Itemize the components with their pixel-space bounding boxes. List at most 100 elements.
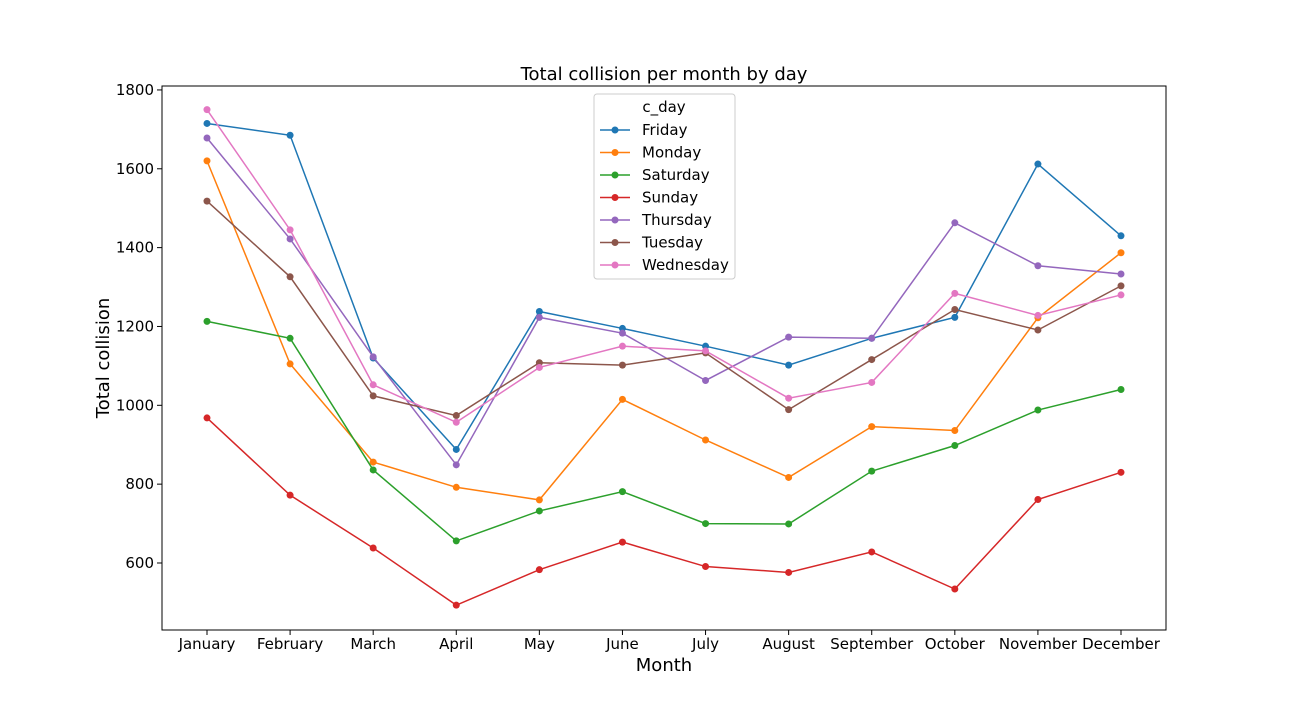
series-saturday (203, 317, 1125, 545)
data-point-sunday (452, 601, 460, 609)
data-point-sunday (702, 563, 710, 571)
y-axis: 600 800 1000 1200 1400 1600 1800 (116, 81, 162, 572)
data-point-monday (1117, 249, 1125, 257)
data-point-tuesday (1034, 326, 1042, 334)
x-tick-label: November (999, 635, 1078, 653)
legend-title: c_day (642, 98, 685, 117)
legend-label-monday: Monday (642, 144, 701, 162)
series-line-tuesday (206, 200, 1122, 417)
data-point-sunday (286, 491, 294, 499)
data-point-thursday (1117, 270, 1125, 278)
legend-marker-friday (611, 126, 619, 134)
y-tick-label: 600 (125, 554, 154, 572)
x-tick-label: August (762, 635, 815, 653)
legend-items: Friday Monday Saturday Sunday Thursday Tuesda… (600, 121, 729, 274)
series-friday (203, 119, 1125, 453)
y-tick-label: 800 (125, 475, 154, 493)
y-tick-label: 1600 (116, 160, 154, 178)
data-point-sunday (785, 568, 793, 576)
legend-marker-saturday (611, 171, 619, 179)
data-point-saturday (452, 537, 460, 545)
data-point-wednesday (369, 381, 377, 389)
data-point-sunday (618, 538, 626, 546)
data-point-wednesday (286, 226, 294, 234)
x-tick-label: June (605, 635, 639, 653)
data-point-saturday (203, 317, 211, 325)
data-point-wednesday (535, 363, 543, 371)
series-line-wednesday (206, 109, 1122, 424)
data-point-monday (203, 157, 211, 165)
data-point-thursday (286, 235, 294, 243)
series-line-saturday (206, 320, 1122, 542)
legend-item-wednesday: Wednesday (600, 256, 729, 274)
legend-box (593, 93, 736, 280)
series-line-sunday (206, 417, 1122, 607)
plot-area-frame (161, 85, 1167, 631)
data-point-friday (785, 361, 793, 369)
data-point-saturday (785, 520, 793, 528)
data-point-tuesday (452, 412, 460, 420)
x-tick-label: February (257, 635, 324, 653)
data-point-sunday (203, 414, 211, 422)
x-axis-label: Month (636, 655, 692, 676)
y-tick-label: 1000 (116, 396, 154, 414)
data-point-thursday (785, 333, 793, 341)
data-point-wednesday (868, 378, 876, 386)
data-point-tuesday (203, 197, 211, 205)
data-point-saturday (286, 334, 294, 342)
x-tick-label: December (1082, 635, 1161, 653)
data-point-tuesday (785, 406, 793, 414)
data-point-sunday (868, 548, 876, 556)
data-point-sunday (1034, 496, 1042, 504)
data-point-monday (868, 423, 876, 431)
legend-item-saturday: Saturday (600, 166, 710, 184)
y-axis-label: Total collision (93, 298, 114, 419)
legend-label-sunday: Sunday (642, 189, 698, 207)
x-tick-label: April (439, 635, 473, 653)
x-tick-label: March (350, 635, 396, 653)
data-point-thursday (868, 334, 876, 342)
data-point-thursday (452, 461, 460, 469)
legend: c_day Friday Monday Saturday Sunday Thursday… (593, 93, 736, 280)
data-point-monday (535, 496, 543, 504)
data-point-thursday (535, 313, 543, 321)
x-tick-label: May (524, 635, 555, 653)
data-point-thursday (702, 376, 710, 384)
data-point-wednesday (785, 394, 793, 402)
x-tick-label: October (925, 635, 986, 653)
y-tick-label: 1400 (116, 239, 154, 257)
data-point-wednesday (951, 289, 959, 297)
data-point-sunday (369, 544, 377, 552)
data-point-friday (951, 313, 959, 321)
data-point-saturday (369, 466, 377, 474)
legend-label-wednesday: Wednesday (642, 256, 729, 274)
data-point-wednesday (452, 418, 460, 426)
series-line-friday (206, 122, 1122, 451)
legend-item-sunday: Sunday (600, 189, 698, 207)
legend-label-tuesday: Tuesday (641, 234, 703, 252)
series-line-monday (206, 160, 1122, 501)
data-point-thursday (1034, 262, 1042, 270)
chart-title: Total collision per month by day (520, 64, 808, 85)
legend-marker-thursday (611, 216, 619, 224)
x-tick-label: July (691, 635, 719, 653)
legend-marker-sunday (611, 194, 619, 201)
data-point-friday (286, 131, 294, 139)
data-point-monday (369, 458, 377, 466)
data-point-tuesday (369, 392, 377, 400)
data-point-sunday (535, 566, 543, 574)
x-tick-label: January (178, 635, 236, 653)
data-point-tuesday (1117, 282, 1125, 290)
y-tick-label: 1800 (116, 81, 154, 99)
data-point-tuesday (868, 356, 876, 364)
legend-item-friday: Friday (600, 121, 688, 139)
legend-label-saturday: Saturday (642, 166, 710, 184)
data-point-saturday (868, 467, 876, 475)
data-point-sunday (951, 585, 959, 593)
series-tuesday (203, 197, 1125, 420)
y-tick-label: 1200 (116, 317, 154, 335)
legend-item-tuesday: Tuesday (600, 234, 703, 252)
series-wednesday (203, 106, 1125, 426)
data-point-thursday (951, 219, 959, 227)
